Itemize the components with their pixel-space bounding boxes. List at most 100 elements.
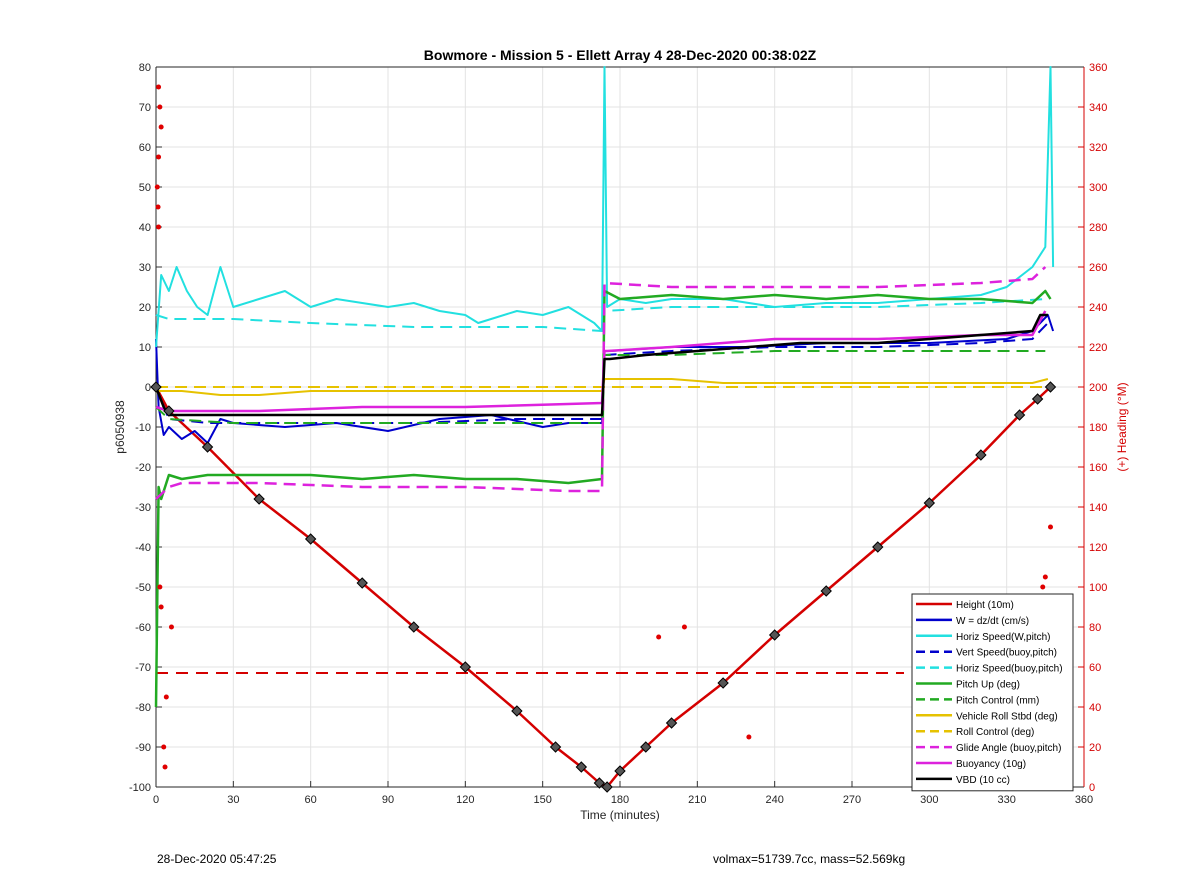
y-right-tick-label: 300 xyxy=(1089,182,1107,194)
y-right-tick-label: 140 xyxy=(1089,502,1107,514)
y-tick-label: 70 xyxy=(139,102,151,114)
series-line-11 xyxy=(154,313,1048,417)
x-tick-label: 240 xyxy=(765,794,783,806)
x-tick-label: 300 xyxy=(920,794,938,806)
height-marker xyxy=(1031,393,1044,405)
height-marker xyxy=(665,717,678,729)
y-right-tick-label: 0 xyxy=(1089,782,1095,794)
heading-point xyxy=(154,184,160,190)
heading-point xyxy=(163,694,169,700)
x-axis-label: Time (minutes) xyxy=(580,808,660,822)
heading-point xyxy=(1040,584,1046,590)
y-axis-label: p6050938 xyxy=(113,400,127,454)
legend-label: W = dz/dt (cm/s) xyxy=(956,616,1029,627)
y-tick-label: -20 xyxy=(135,462,151,474)
heading-point xyxy=(158,124,164,130)
legend-label: Horiz Speed(buoy,pitch) xyxy=(956,664,1063,675)
legend-label: Glide Angle (buoy,pitch) xyxy=(956,743,1061,754)
heading-point xyxy=(746,734,752,740)
height-marker xyxy=(717,677,729,689)
x-tick-label: 360 xyxy=(1075,794,1093,806)
y-tick-label: 30 xyxy=(139,262,151,274)
series-line-2 xyxy=(155,66,1055,348)
height-marker xyxy=(614,765,626,777)
y-right-tick-label: 180 xyxy=(1089,422,1107,434)
heading-point xyxy=(155,204,161,210)
heading-point xyxy=(156,224,162,230)
heading-point xyxy=(656,634,662,640)
heading-point xyxy=(157,104,163,110)
height-marker xyxy=(150,381,162,393)
y-tick-label: 80 xyxy=(139,62,151,74)
x-tick-label: 330 xyxy=(997,794,1015,806)
heading-point xyxy=(1042,574,1048,580)
height-marker xyxy=(304,533,317,545)
y-tick-label: 40 xyxy=(139,222,151,234)
height-marker xyxy=(601,781,613,793)
heading-point xyxy=(162,764,168,770)
height-marker xyxy=(549,741,562,753)
y-tick-label: 60 xyxy=(139,142,151,154)
y-right-tick-label: 100 xyxy=(1089,582,1107,594)
x-tick-label: 120 xyxy=(456,794,474,806)
legend-label: Horiz Speed(W,pitch) xyxy=(956,632,1050,643)
y-right-tick-label: 60 xyxy=(1089,662,1101,674)
x-tick-label: 210 xyxy=(688,794,706,806)
heading-point xyxy=(1047,524,1053,530)
x-tick-label: 90 xyxy=(382,794,394,806)
y-tick-label: -40 xyxy=(135,542,151,554)
y-right-tick-label: 340 xyxy=(1089,102,1107,114)
height-marker xyxy=(975,449,987,461)
height-marker xyxy=(768,629,781,641)
y-right-tick-label: 260 xyxy=(1089,262,1107,274)
y-right-tick-label: 320 xyxy=(1089,142,1107,154)
height-marker xyxy=(593,777,606,789)
y-right-tick-label: 240 xyxy=(1089,302,1107,314)
y-right-tick-label: 20 xyxy=(1089,742,1101,754)
height-marker xyxy=(356,577,368,589)
height-marker xyxy=(923,497,936,509)
height-marker xyxy=(640,741,652,753)
series-line-6 xyxy=(155,350,1046,424)
y-right-tick-label: 40 xyxy=(1089,702,1101,714)
height-marker xyxy=(820,585,832,597)
y-tick-label: 10 xyxy=(139,342,151,354)
x-tick-label: 0 xyxy=(153,794,159,806)
y-tick-label: -90 xyxy=(135,742,151,754)
series-line-4 xyxy=(155,298,1046,332)
y-tick-label: -50 xyxy=(135,582,151,594)
y-right-tick-label: 160 xyxy=(1089,462,1107,474)
footer-timestamp: 28-Dec-2020 05:47:25 xyxy=(157,852,277,866)
heading-point xyxy=(156,84,162,90)
height-marker xyxy=(511,705,523,717)
heading-point xyxy=(168,624,174,630)
x-tick-label: 150 xyxy=(533,794,551,806)
height-marker xyxy=(253,493,265,505)
heading-point xyxy=(161,744,167,750)
height-marker xyxy=(1044,381,1057,393)
heading-point xyxy=(157,584,163,590)
y-right-tick-label: 220 xyxy=(1089,342,1107,354)
heading-point xyxy=(681,624,687,630)
chart-title: Bowmore - Mission 5 - Ellett Array 4 28-… xyxy=(424,47,817,63)
legend-label: Buoyancy (10g) xyxy=(956,759,1026,770)
legend-box xyxy=(911,593,1074,792)
y-tick-label: 0 xyxy=(145,382,151,394)
y-tick-label: 20 xyxy=(139,302,151,314)
heading-point xyxy=(158,604,164,610)
y-tick-label: -70 xyxy=(135,662,151,674)
y-tick-label: -60 xyxy=(135,622,151,634)
x-tick-label: 60 xyxy=(305,794,317,806)
y-tick-label: -10 xyxy=(135,422,151,434)
y-right-tick-label: 120 xyxy=(1089,542,1107,554)
legend-label: Roll Control (deg) xyxy=(956,727,1034,738)
y-right-tick-label: 360 xyxy=(1089,62,1107,74)
legend-label: Pitch Control (mm) xyxy=(956,695,1039,706)
series-line-10 xyxy=(155,310,1047,413)
y-tick-label: -100 xyxy=(129,782,151,794)
y-right-axis-label: (+) Heading (°M) xyxy=(1115,382,1129,471)
x-tick-label: 180 xyxy=(611,794,629,806)
height-marker xyxy=(201,441,214,453)
height-marker xyxy=(575,761,588,773)
